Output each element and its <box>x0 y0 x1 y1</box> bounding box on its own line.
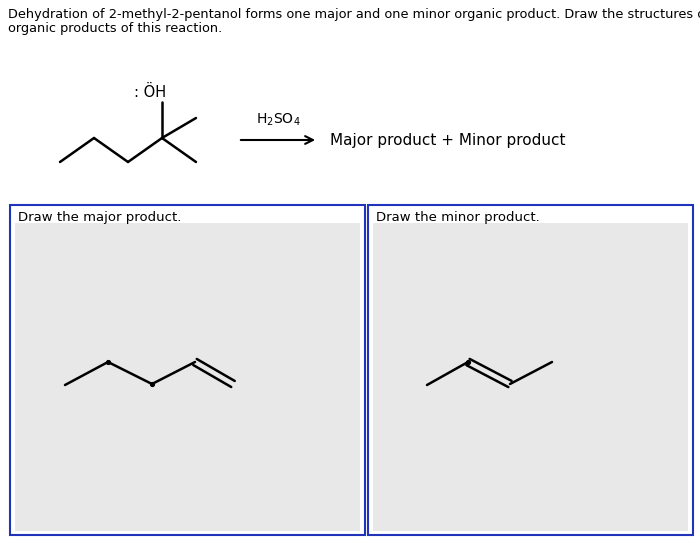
Text: Draw the minor product.: Draw the minor product. <box>376 211 540 224</box>
Text: Draw the major product.: Draw the major product. <box>18 211 181 224</box>
Text: : ÖH: : ÖH <box>134 85 166 100</box>
FancyBboxPatch shape <box>373 223 688 531</box>
Text: organic products of this reaction.: organic products of this reaction. <box>8 22 223 35</box>
Text: Major product + Minor product: Major product + Minor product <box>330 134 566 148</box>
Text: Dehydration of 2-methyl-2-pentanol forms one major and one minor organic product: Dehydration of 2-methyl-2-pentanol forms… <box>8 8 700 21</box>
FancyBboxPatch shape <box>15 223 360 531</box>
FancyBboxPatch shape <box>10 205 365 535</box>
Text: H$_2$SO$_4$: H$_2$SO$_4$ <box>256 112 300 128</box>
FancyBboxPatch shape <box>368 205 693 535</box>
